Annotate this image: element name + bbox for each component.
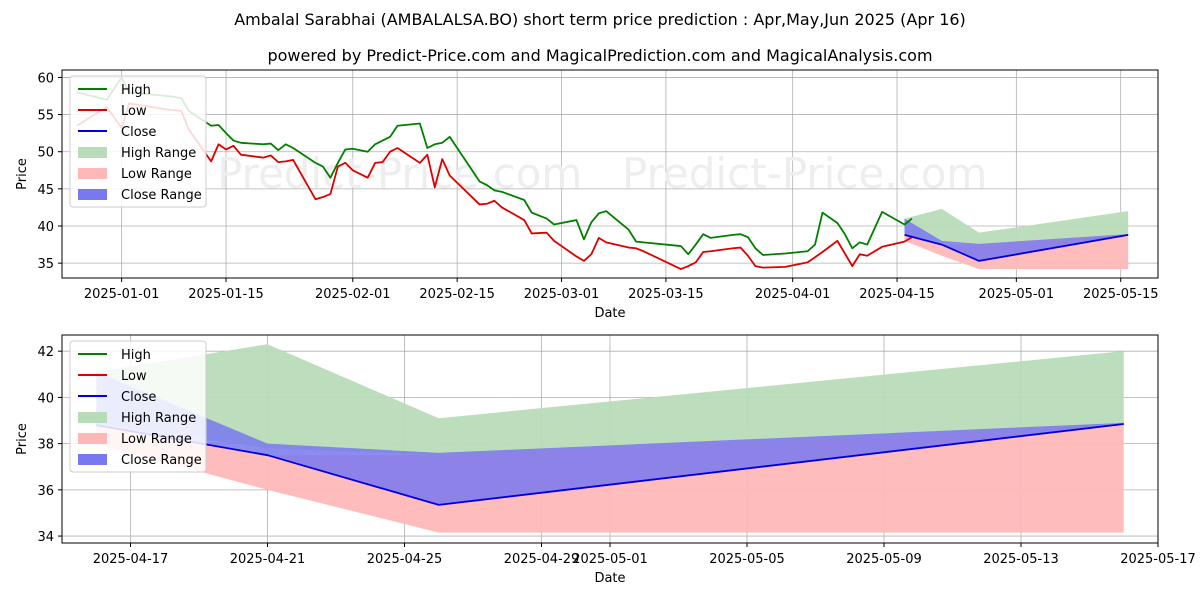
x-tick-label: 2025-04-15 (859, 287, 935, 302)
legend-label-high: High (121, 348, 151, 363)
legend-label-close: Close (121, 390, 156, 405)
y-tick-label: 45 (37, 183, 54, 198)
y-tick-label: 34 (37, 530, 54, 545)
legend-label-close: Close (121, 125, 156, 140)
legend-label-high-range: High Range (121, 146, 196, 161)
x-tick-label: 2025-05-05 (709, 552, 785, 567)
legend: High Low Close High Range Low Range Close Ran… (69, 75, 207, 208)
y-tick-label: 60 (37, 71, 54, 86)
legend-label-high-range: High Range (121, 411, 196, 426)
x-tick-label: 2025-02-15 (419, 287, 495, 302)
x-tick-label: 2025-05-15 (1083, 287, 1159, 302)
x-tick-label: 2025-01-15 (188, 287, 264, 302)
close-range-area (96, 371, 1124, 505)
x-tick-label: 2025-04-25 (367, 552, 443, 567)
legend-swatch-low-range (78, 168, 107, 179)
y-axis-label: Price (15, 423, 30, 455)
legend-swatch-high-range (78, 412, 107, 423)
x-tick-label: 2025-03-01 (524, 287, 600, 302)
high-line (76, 76, 913, 256)
legend-label-low: Low (121, 104, 147, 119)
high-range-area (904, 208, 1129, 245)
y-tick-label: 35 (37, 257, 54, 272)
legend-swatch-close-range (78, 454, 107, 465)
legend-label-low-range: Low Range (121, 432, 192, 447)
watermark-text: Predict-Price.com (622, 149, 987, 198)
x-axis-label: Date (594, 571, 625, 586)
chart-1: Predict-Price.com Predict-Price.com 2025-0… (15, 69, 1159, 321)
x-tick-label: 2025-04-21 (230, 552, 306, 567)
chart-title: Ambalal Sarabhai (AMBALALSA.BO) short te… (234, 10, 966, 29)
y-tick-label: 40 (37, 220, 54, 235)
y-tick-label: 36 (37, 484, 54, 499)
x-tick-label: 2025-03-15 (628, 287, 704, 302)
x-tick-label: 2025-01-01 (84, 287, 160, 302)
y-tick-label: 38 (37, 438, 54, 453)
legend-swatch-high-range (78, 147, 107, 158)
legend-swatch-low-range (78, 433, 107, 444)
legend-label-low-range: Low Range (121, 167, 192, 182)
x-tick-label: 2025-02-01 (315, 287, 391, 302)
legend: High Low Close High Range Low Range Close Ran… (69, 340, 207, 473)
x-tick-label: 2025-04-01 (755, 287, 831, 302)
x-tick-label: 2025-04-29 (504, 552, 580, 567)
x-tick-label: 2025-05-01 (572, 552, 648, 567)
x-tick-label: 2025-05-17 (1120, 552, 1196, 567)
x-axis-label: Date (594, 306, 625, 321)
plot-area (76, 76, 1129, 270)
x-tick-label: 2025-05-13 (983, 552, 1059, 567)
y-tick-label: 42 (37, 345, 54, 360)
close-line (904, 234, 1129, 262)
x-tick-label: 2025-05-09 (846, 552, 922, 567)
legend-label-close-range: Close Range (121, 453, 202, 468)
chart-2: Predict-Price.comPredict-Price.com2025-0… (15, 334, 1196, 586)
chart-subtitle: powered by Predict-Price.com and Magical… (267, 46, 933, 65)
legend-label-high: High (121, 83, 151, 98)
legend-swatch-close-range (78, 189, 107, 200)
watermark-text: Predict-Price.com (217, 149, 582, 198)
close-range-area (904, 218, 1129, 261)
y-tick-label: 50 (37, 146, 54, 161)
legend-label-close-range: Close Range (121, 188, 202, 203)
x-tick-label: 2025-05-01 (979, 287, 1055, 302)
low-line (76, 102, 913, 270)
high-range-area (96, 344, 1124, 456)
y-tick-label: 40 (37, 391, 54, 406)
plot-frame (61, 69, 1159, 279)
legend-label-low: Low (121, 369, 147, 384)
x-tick-label: 2025-04-17 (93, 552, 169, 567)
y-tick-label: 55 (37, 109, 54, 124)
y-axis-label: Price (15, 158, 30, 190)
